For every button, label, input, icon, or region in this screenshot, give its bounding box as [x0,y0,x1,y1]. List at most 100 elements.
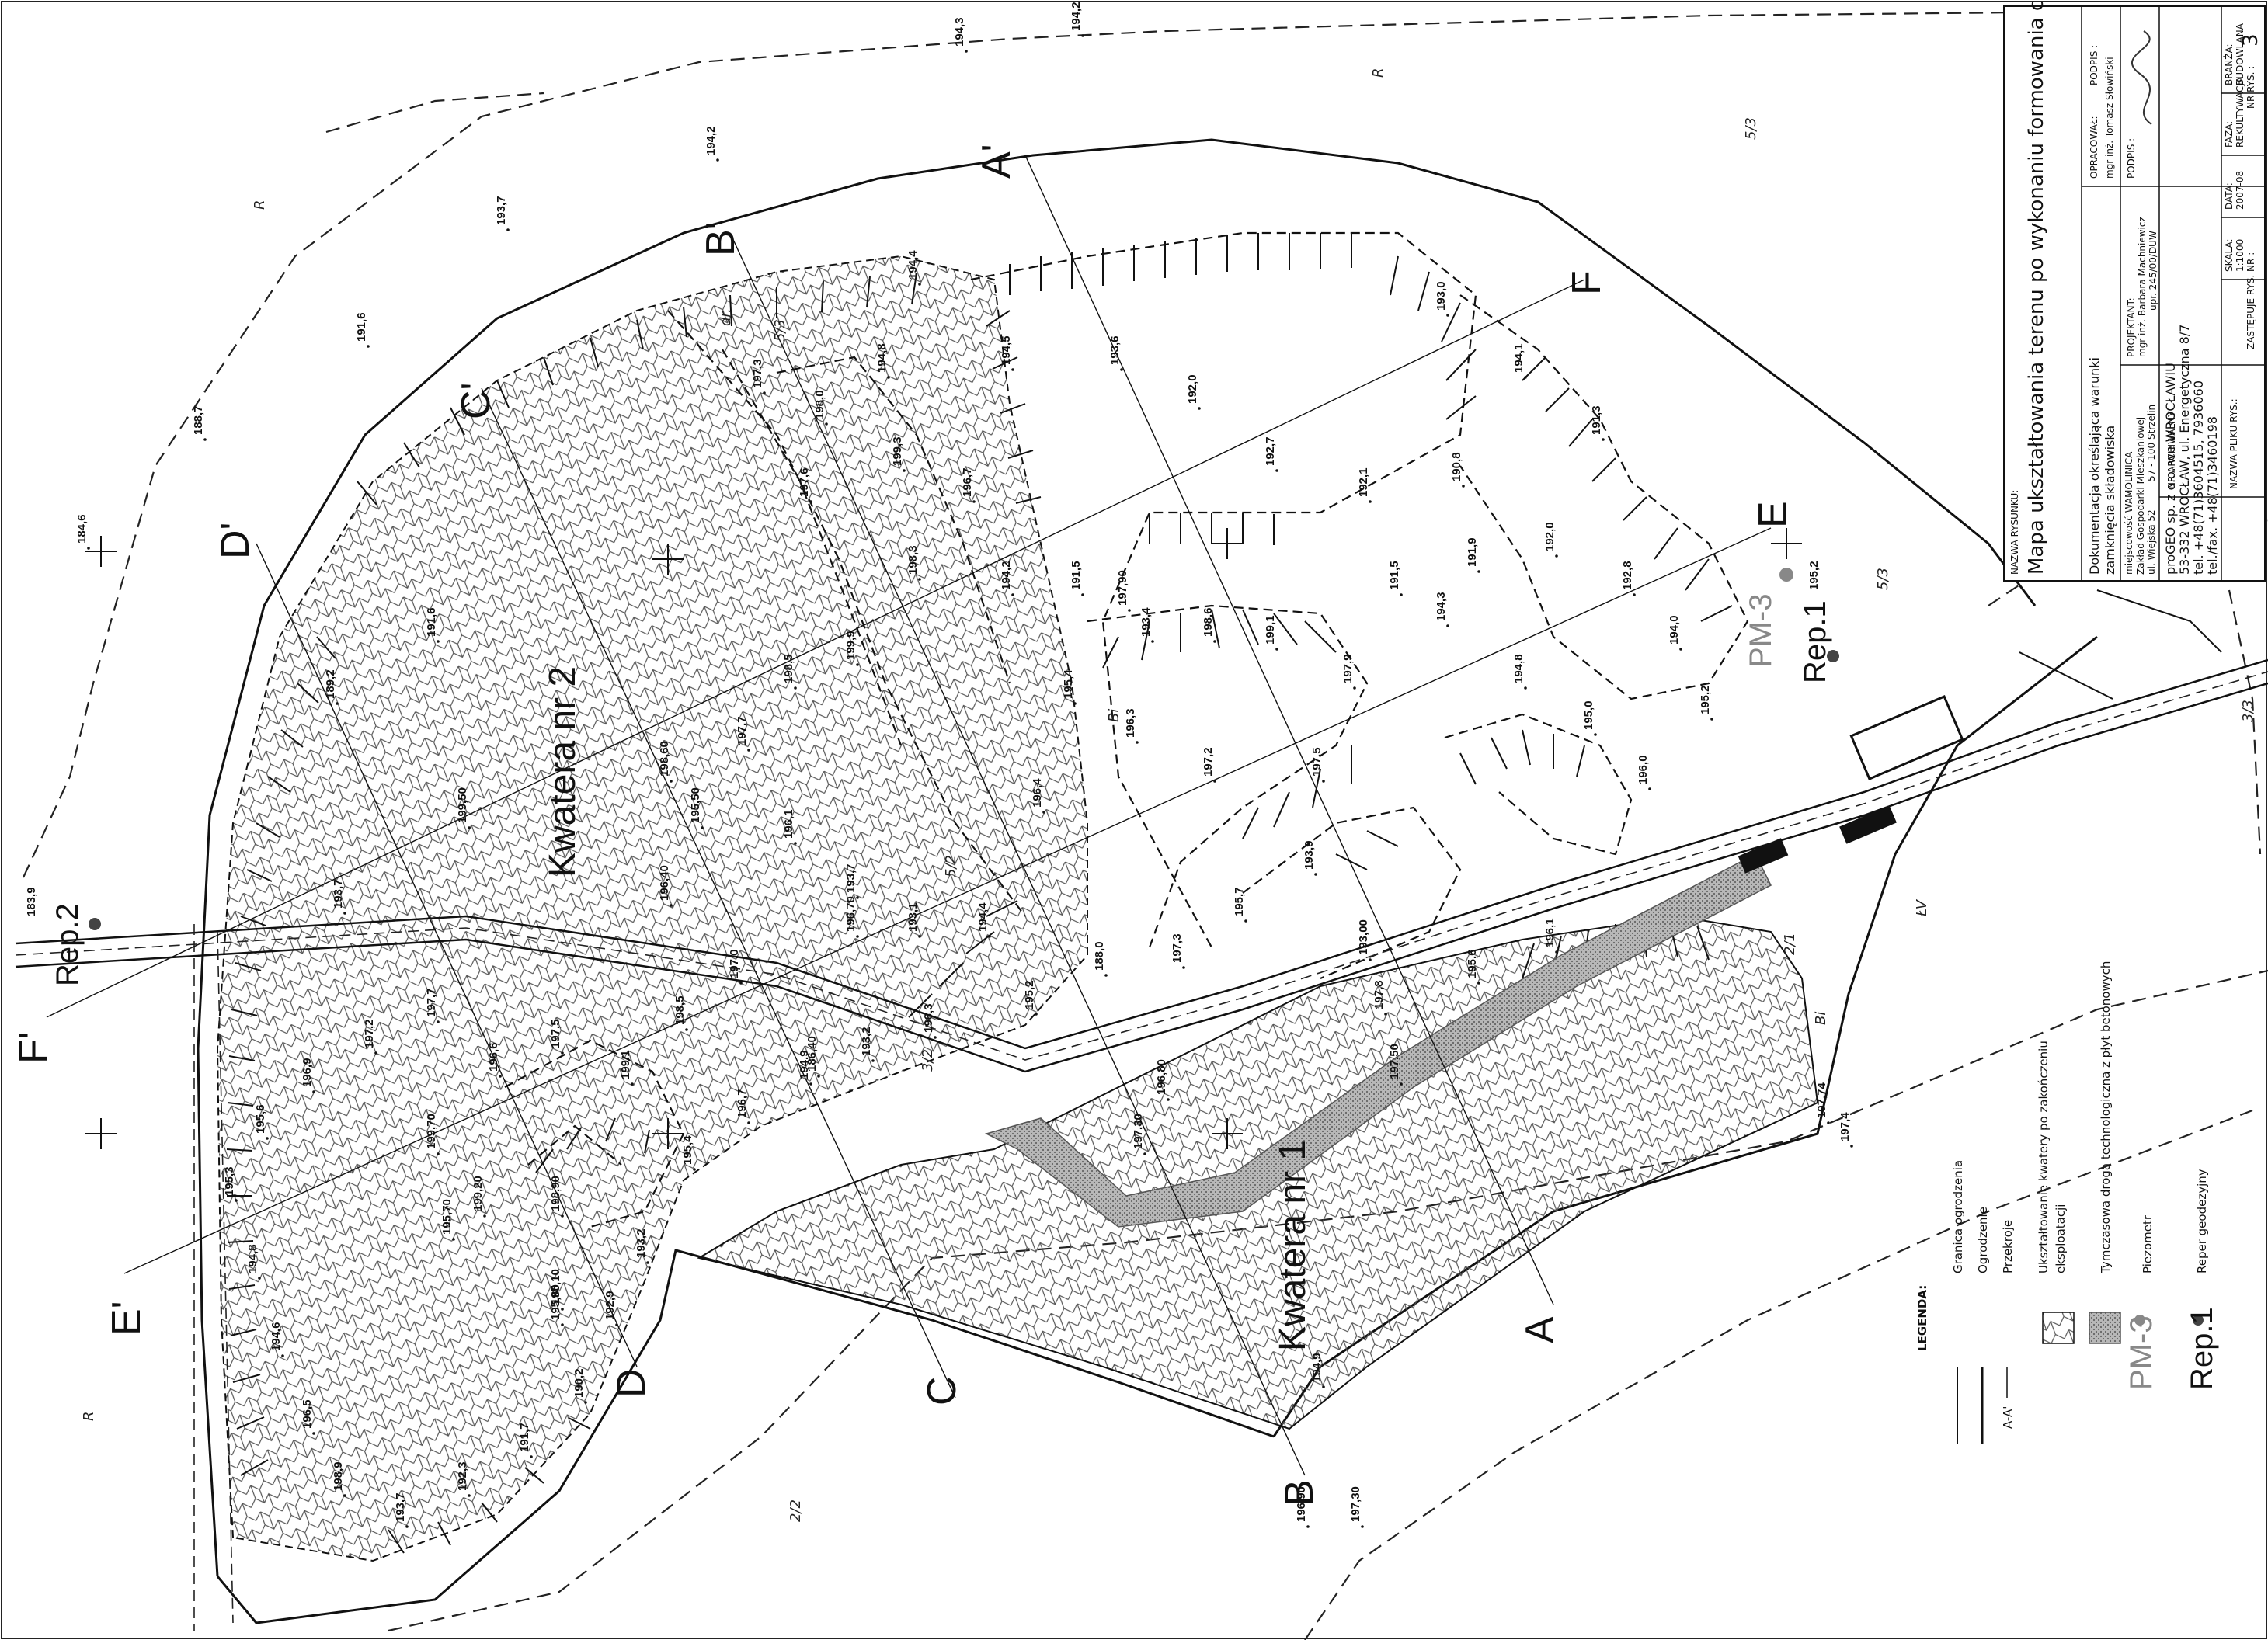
spot-elevation: 197,3 [1171,933,1184,963]
spot-elevation: 193,7 [495,196,508,225]
spot-elevation: 197,0 [728,949,741,978]
spot-elevation: 196,7 [961,467,974,497]
date: 2007-08 [2235,171,2245,210]
branch: BUDOWLANA [2235,23,2245,85]
rep2-elevation: 183,9 [25,887,38,916]
spot-elevation: 197,50 [1388,1044,1401,1079]
spot-elevation-point [747,749,750,752]
piezometer-pm3-marker [1779,568,1793,582]
prepared-by: mgr inż. Tomasz Słowiński [2104,57,2115,179]
legend-quarter-swatch [2042,1312,2075,1344]
spot-elevation-point [1555,950,1558,954]
spot-elevation: 198,6 [1202,607,1215,637]
spot-elevation-point [312,1432,315,1435]
spot-elevation: 195,2 [1699,685,1712,714]
spot-elevation-point [561,1051,564,1055]
spot-elevation-point [367,345,370,348]
spot-elevation-point [965,50,968,53]
drawing-no: 3 [2239,33,2263,47]
spot-elevation-point [1446,624,1449,627]
inner-outlines [504,231,1749,1228]
spot-elevation-point [266,1137,269,1140]
drawing-name-label: NAZWA RYSUNKU: [2009,490,2020,575]
spot-elevation-point [1384,1013,1387,1016]
spot-elevation: 197,30 [1132,1114,1145,1149]
spot-elevation: 199,3 [891,436,904,466]
spot-elevation-point [693,1168,696,1171]
spot-elevation-point [1462,485,1465,488]
spot-elevation-point [1710,718,1713,721]
spot-elevation-point [794,686,797,690]
spot-elevation-point [584,1401,587,1404]
spot-elevation-point [1143,1152,1146,1155]
spot-elevation: 199,1 [619,1050,632,1079]
spot-elevation: 196,5 [301,1399,314,1429]
drawing-name: Mapa ukształtowania terenu po wykonaniu … [2025,0,2048,575]
parcel-label: R [252,200,268,210]
spot-elevation-point [1369,500,1372,503]
designer-label: PROJEKTANT: [2126,297,2137,357]
spot-elevation: 199,9 [844,631,857,660]
spot-elevation: 194,6 [270,1322,283,1351]
spot-elevation-point [918,935,921,938]
section-label-f-prime: F' [11,1031,56,1064]
spot-elevation: 186,40 [805,1036,819,1072]
spot-elevation: 198,0 [813,390,826,419]
benchmark-rep1: Rep.1 195,2 [1798,561,1839,683]
investor-label: miejscowość WAMOLINICA [2124,451,2134,575]
spot-elevation: 191,7 [518,1423,531,1452]
date-label: DATA: [2224,182,2235,210]
legend-benchmark-marker [2193,1315,2204,1326]
spot-elevation: 197,7 [736,716,749,745]
spot-elevation-point [483,1214,486,1218]
spot-elevation: 192,9 [604,1291,617,1320]
spot-elevation: 196,0 [1637,755,1650,784]
spot-elevation-point [763,391,766,394]
section-label-d-prime: D' [213,523,258,559]
spot-elevation: 197,2 [363,1019,376,1048]
spot-elevation: 191,6 [355,312,368,342]
spot-elevation-point [1827,1121,1830,1124]
file-label: NAZWA PLIKU RYS.: [2228,398,2239,489]
spot-elevation: 194,2 [704,126,718,155]
replaces-label: ZASTĘPUJE RYS. NR : [2245,252,2256,349]
spot-elevation: 195,7 [1233,887,1246,916]
spot-elevation-point [670,904,673,907]
spot-elevation-point [856,935,859,938]
spot-elevation-point [343,1494,346,1497]
legend-piezometer-marker [2134,1315,2145,1326]
spot-elevation: 192,0 [1186,374,1199,404]
rep2-label: Rep.2 [50,903,85,986]
spot-elevation: 197,7 [425,988,438,1017]
spot-elevation-point [809,500,812,503]
spot-elevation-point [1244,919,1247,922]
rep1-elevation: 195,2 [1807,561,1821,590]
spot-elevation-point [1524,376,1527,379]
spot-elevation-point [1369,958,1372,961]
spot-elevation-point [631,1082,634,1086]
spot-elevation-point [646,1261,649,1264]
grid-crosses [85,528,1802,1149]
entrance-building [1738,589,2222,874]
section-labels: A A' B B' C C' D D' E E' F F' [11,144,1796,1506]
spot-elevation: 198,5 [782,654,795,683]
spot-elevation-point [1477,982,1480,985]
rep1-label: Rep.1 [1798,600,1832,683]
spot-elevation-point [468,826,471,829]
spot-elevation: 199,20 [471,1176,485,1211]
branch-label: BRANŻA: [2223,43,2235,85]
spot-elevation-point [856,896,859,899]
spot-elevation-point [1081,34,1084,37]
spot-elevation: 198,60 [658,741,671,777]
investor-line1: Zakład Gospodarki Mieszkaniowej [2135,417,2146,575]
spot-elevation-point [1555,554,1558,558]
spot-elevation: 188,0 [1093,941,1106,971]
investor-line2: ul. Wiejska 52 [2146,509,2157,575]
spot-elevation: 197,4 [1838,1112,1852,1141]
phase-label: FAZA: [2224,121,2235,148]
spot-elevation: 196,90 [1295,1486,1308,1522]
spot-elevation-point [343,912,346,915]
spot-elevation-point [918,283,921,286]
spot-elevation-point [716,158,719,162]
